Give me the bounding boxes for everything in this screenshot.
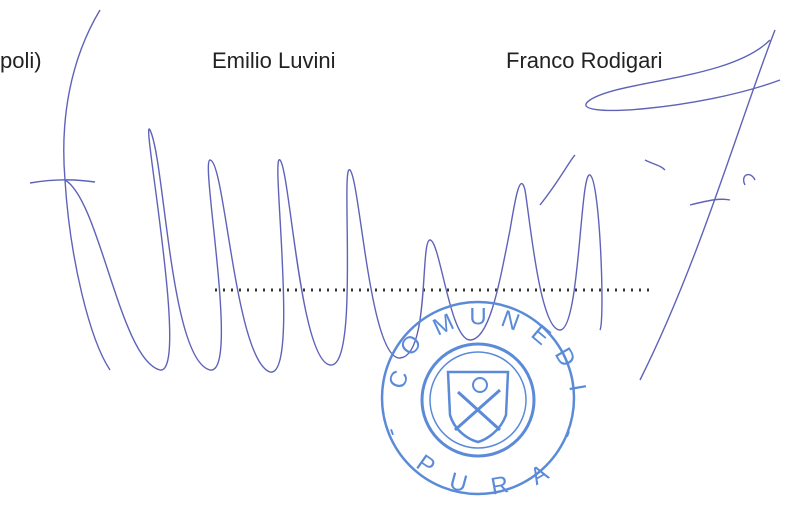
signer-name: poli) <box>0 48 42 73</box>
signer-name: Emilio Luvini <box>212 48 336 73</box>
stamp-letter: C <box>383 367 414 393</box>
stamp-letter: U <box>469 303 486 330</box>
stamp-letter: E <box>526 320 556 351</box>
stamp-letter: I <box>563 382 591 393</box>
scan: poli) Emilio Luvini Franco Rodigari COMU… <box>0 0 807 508</box>
stamp-letter: P <box>411 449 440 480</box>
signatures <box>30 10 780 380</box>
signer-name: Franco Rodigari <box>506 48 663 73</box>
stamp-letter: O <box>395 329 428 361</box>
stamp-letter: R <box>489 471 511 501</box>
stamp-letter: D <box>549 343 581 372</box>
stamp-letter: N <box>498 305 524 336</box>
document-page: poli) Emilio Luvini Franco Rodigari COMU… <box>0 0 807 508</box>
